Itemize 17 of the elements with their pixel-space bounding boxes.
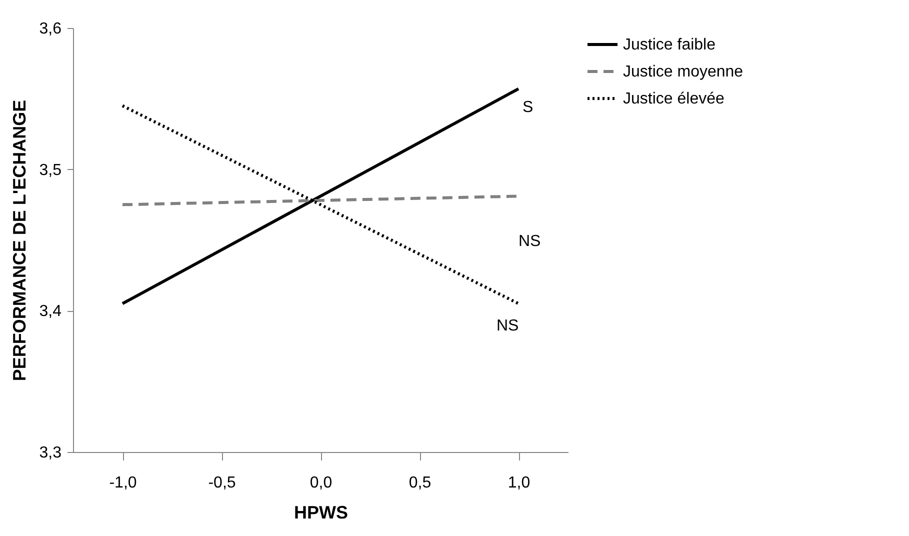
y-tick-label: 3,3: [39, 444, 62, 462]
y-axis-title: PERFORMANCE DE L'ECHANGE: [9, 100, 30, 382]
legend-label: Justice moyenne: [623, 64, 744, 80]
x-tick-label: 1,0: [508, 474, 530, 492]
x-tick-label: 0,0: [310, 474, 332, 492]
y-tick-label: 3,4: [39, 303, 62, 320]
y-tick-label: 3,6: [39, 20, 62, 38]
legend-label: Justice faible: [623, 36, 716, 54]
x-axis-title: HPWS: [294, 502, 348, 522]
x-tick-label: -0,5: [208, 474, 236, 492]
x-tick-label: -1,0: [109, 474, 137, 492]
annotation: NS: [518, 233, 541, 250]
annotation: NS: [496, 318, 519, 335]
y-tick-label: 3,5: [39, 162, 62, 179]
x-tick-label: 0,5: [408, 474, 432, 492]
legend-label: Justice élevée: [623, 90, 724, 108]
annotation: S: [522, 98, 534, 116]
